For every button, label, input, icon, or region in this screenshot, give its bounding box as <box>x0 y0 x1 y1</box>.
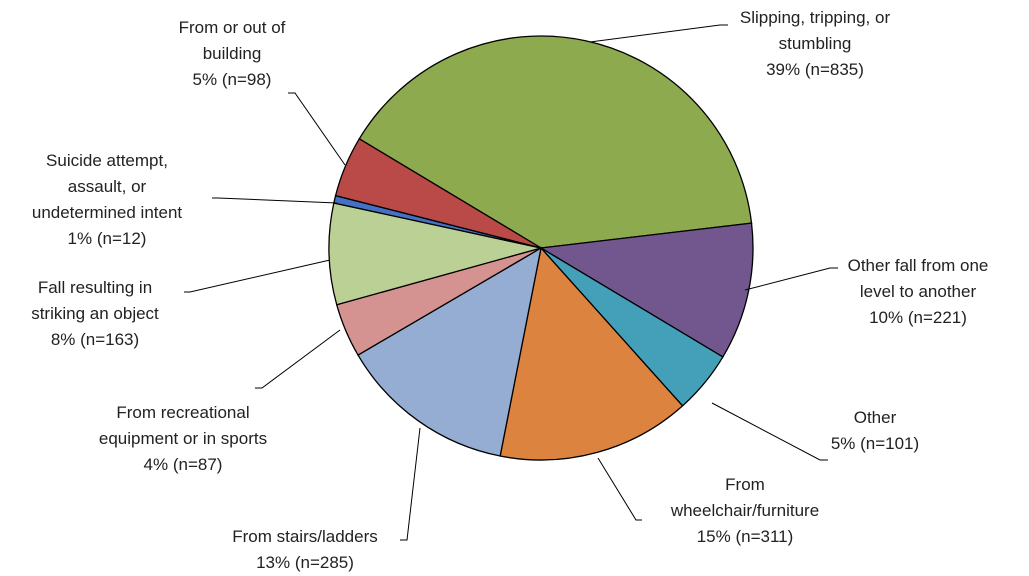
slice-label: Other 5% (n=101) <box>815 405 935 457</box>
category-label: Fall resulting in striking an object <box>31 278 159 323</box>
pie-slice <box>358 35 753 249</box>
category-label: From wheelchair/furniture <box>670 475 820 520</box>
value-label: 8% (n=163) <box>50 330 140 349</box>
leader-line <box>589 24 728 43</box>
slice-label: From wheelchair/furniture 15% (n=311) <box>660 472 830 550</box>
leader-line <box>212 197 338 204</box>
category-label: Slipping, tripping, or stumbling <box>739 8 891 53</box>
slice-label: Other fall from one level to another 10% … <box>831 253 1006 331</box>
leader-line <box>597 457 642 521</box>
slice-label: From or out of building 5% (n=98) <box>162 15 302 93</box>
pie-slice <box>357 246 542 457</box>
pie-slice <box>539 222 754 358</box>
slice-label: Slipping, tripping, or stumbling 39% (n=8… <box>715 5 915 83</box>
slice-label: Suicide attempt, assault, or undetermine… <box>22 148 192 252</box>
category-label: Suicide attempt, assault, or undetermine… <box>31 151 183 222</box>
category-label: Other <box>853 408 897 427</box>
slice-label: From stairs/ladders 13% (n=285) <box>205 524 405 576</box>
category-label: Other fall from one level to another <box>847 256 989 301</box>
slice-label: From recreational equipment or in sports… <box>88 400 278 478</box>
value-label: 5% (n=98) <box>192 70 272 89</box>
category-label: From stairs/ladders <box>232 527 378 546</box>
leader-line <box>400 427 421 541</box>
value-label: 5% (n=101) <box>830 434 920 453</box>
value-label: 4% (n=87) <box>143 455 223 474</box>
pie-slice <box>334 137 542 249</box>
value-label: 10% (n=221) <box>869 308 967 327</box>
value-label: 15% (n=311) <box>696 527 794 546</box>
leader-line <box>184 259 331 293</box>
leader-line <box>288 92 346 166</box>
chart: Slipping, tripping, or stumbling 39% (n=8… <box>15 5 1006 572</box>
pie-slice <box>328 202 542 306</box>
leader-line <box>255 329 341 389</box>
leader-line <box>711 402 828 461</box>
category-label: From recreational equipment or in sports <box>98 403 268 448</box>
leader-line <box>744 267 838 291</box>
pie-slice <box>499 246 684 461</box>
category-label: From or out of building <box>178 18 286 63</box>
value-label: 39% (n=835) <box>766 60 864 79</box>
slice-label: Fall resulting in striking an object 8% (… <box>15 275 175 353</box>
value-label: 1% (n=12) <box>67 229 147 248</box>
value-label: 13% (n=285) <box>256 553 354 572</box>
pie-canvas <box>184 24 838 541</box>
